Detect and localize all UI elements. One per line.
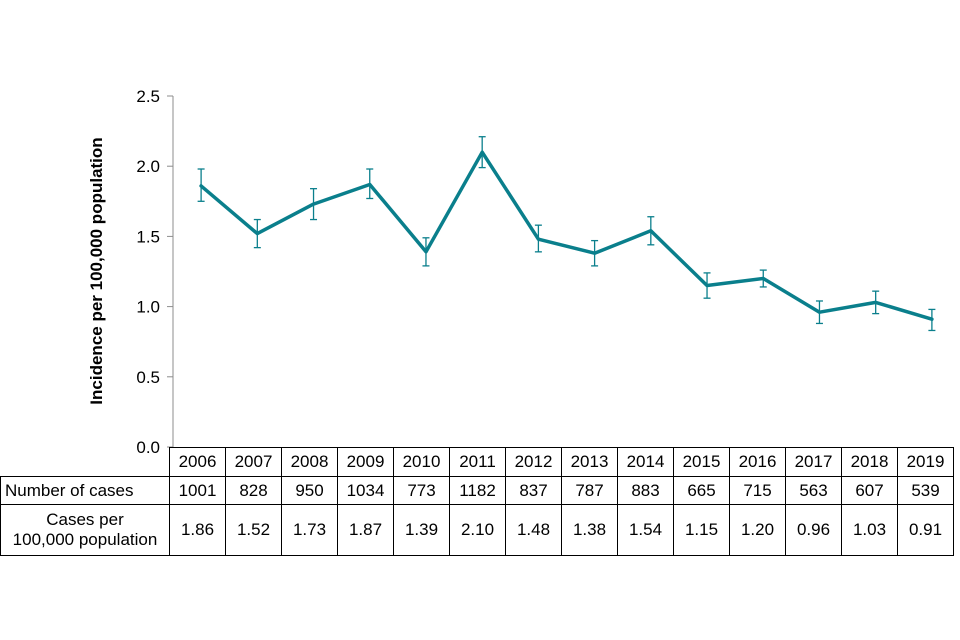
rate-cell: 1.87: [337, 504, 394, 556]
data-point: [705, 284, 709, 287]
rate-cell: 1.54: [617, 504, 674, 556]
cases-cell: 950: [281, 476, 338, 505]
rate-cell: 0.96: [785, 504, 842, 556]
rate-cell: 1.86: [169, 504, 226, 556]
row-label-rate-line2: 100,000 population: [12, 530, 158, 549]
year-cell: 2018: [841, 447, 898, 477]
rate-cell: 1.52: [225, 504, 282, 556]
y-tick-label: 2.0: [136, 157, 160, 176]
y-tick-label: 1.5: [136, 227, 160, 246]
series-lines: [199, 150, 934, 321]
data-point: [199, 184, 203, 188]
data-point: [593, 252, 596, 255]
cases-cell: 828: [225, 476, 282, 505]
year-cell: 2010: [393, 447, 450, 477]
error-bars: [197, 136, 936, 332]
data-point: [312, 202, 315, 206]
data-point: [256, 232, 259, 235]
rate-cell: 1.20: [729, 504, 786, 556]
year-cell: 2006: [169, 447, 226, 477]
cases-cell: 563: [785, 476, 842, 505]
year-cell: 2016: [729, 447, 786, 477]
data-point: [368, 183, 371, 186]
year-cell: 2011: [449, 447, 506, 477]
year-cell: 2013: [561, 447, 618, 477]
row-label-rate-line1: Cases per: [46, 510, 124, 529]
data-point: [762, 277, 765, 280]
rate-cell: 1.38: [561, 504, 618, 556]
table-row-rate: Cases per 100,000 population 1.86 1.52 1.…: [0, 504, 954, 556]
data-point: [874, 301, 877, 304]
year-cell: 2014: [617, 447, 674, 477]
data-table: 2006 2007 2008 2009 2010 2011 2012 2013 …: [0, 447, 954, 556]
table-corner: [1, 448, 170, 477]
y-axis: 0.0 0.5 1.0 1.5 2.0 2.5: [136, 87, 174, 457]
cases-cell: 773: [393, 476, 450, 505]
year-cell: 2019: [897, 447, 954, 477]
row-label-cases: Number of cases: [0, 476, 170, 505]
rate-cell: 1.03: [841, 504, 898, 556]
rate-cell: 1.39: [393, 504, 450, 556]
cases-cell: 607: [841, 476, 898, 505]
year-cell: 2007: [225, 447, 282, 477]
data-point: [818, 311, 821, 314]
rate-cell: 1.15: [673, 504, 730, 556]
table-row-cases: Number of cases 1001 828 950 1034 773 11…: [0, 476, 954, 505]
series-line: [199, 150, 934, 321]
cases-cell: 787: [561, 476, 618, 505]
cases-cell: 539: [897, 476, 954, 505]
rate-cell: 0.91: [897, 504, 954, 556]
year-cell: 2008: [281, 447, 338, 477]
rate-cell: 1.48: [505, 504, 562, 556]
y-axis-title: Incidence per 100,000 population: [87, 137, 106, 404]
cases-cell: 1034: [337, 476, 394, 505]
cases-cell: 715: [729, 476, 786, 505]
data-point: [930, 318, 934, 321]
data-point: [480, 150, 484, 154]
table-header-row: 2006 2007 2008 2009 2010 2011 2012 2013 …: [1, 447, 954, 477]
cases-cell: 883: [617, 476, 674, 505]
year-cell: 2012: [505, 447, 562, 477]
data-point: [649, 229, 653, 232]
cases-cell: 1182: [449, 476, 506, 505]
y-tick-label: 1.0: [136, 298, 160, 317]
year-cell: 2009: [337, 447, 394, 477]
data-point: [424, 250, 428, 254]
cases-cell: 665: [673, 476, 730, 505]
year-cell: 2017: [785, 447, 842, 477]
cases-cell: 1001: [169, 476, 226, 505]
year-cell: 2015: [673, 447, 730, 477]
y-tick-label: 0.0: [136, 438, 160, 457]
row-label-rate: Cases per 100,000 population: [0, 504, 170, 556]
rate-cell: 1.73: [281, 504, 338, 556]
y-tick-label: 0.5: [136, 368, 160, 387]
data-point: [537, 238, 540, 241]
rate-cell: 2.10: [449, 504, 506, 556]
cases-cell: 837: [505, 476, 562, 505]
y-tick-label: 2.5: [136, 87, 160, 106]
